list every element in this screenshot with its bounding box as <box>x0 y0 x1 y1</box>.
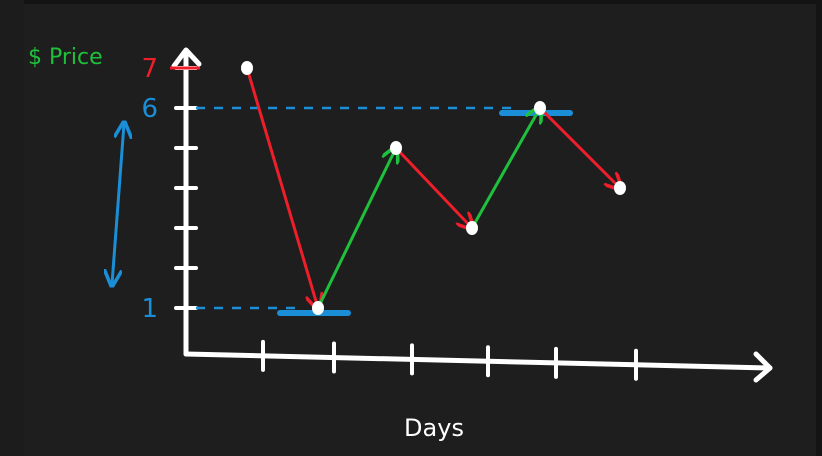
y-tick-label-7: 7 <box>141 54 158 84</box>
y-tick-label-1: 1 <box>141 294 158 324</box>
y-tick-label-6: 6 <box>141 94 158 124</box>
segment-5-6 <box>538 106 620 188</box>
x-axis-arrowhead <box>753 351 773 383</box>
y-axis-arrowhead <box>171 47 202 69</box>
x-ticks-group <box>261 339 638 381</box>
range-arrow <box>112 124 124 284</box>
segment-1-2 <box>245 66 318 308</box>
guides-group <box>196 106 573 316</box>
data-point-day-2 <box>312 301 324 315</box>
y-axis-label: $ Price <box>28 45 103 70</box>
x-axis-label: Days <box>404 414 464 442</box>
data-point-day-6 <box>614 181 626 195</box>
data-point-day-4 <box>466 221 478 235</box>
segments-group <box>245 66 620 310</box>
segment-3-4 <box>394 146 472 228</box>
frame-left-edge <box>0 0 24 456</box>
data-point-day-3 <box>390 141 402 155</box>
y-ticks-group: 7 6 1 <box>141 54 200 324</box>
frame-top-edge <box>0 0 822 4</box>
range-group <box>112 124 124 284</box>
data-point-day-5 <box>534 101 546 115</box>
x-axis-line <box>183 351 773 371</box>
data-point-day-1 <box>241 61 253 75</box>
segment-2-3 <box>316 148 396 310</box>
segment-4-5 <box>470 108 540 230</box>
axes-group <box>171 47 773 383</box>
frame-right-edge <box>816 0 822 456</box>
points-group <box>241 61 626 315</box>
